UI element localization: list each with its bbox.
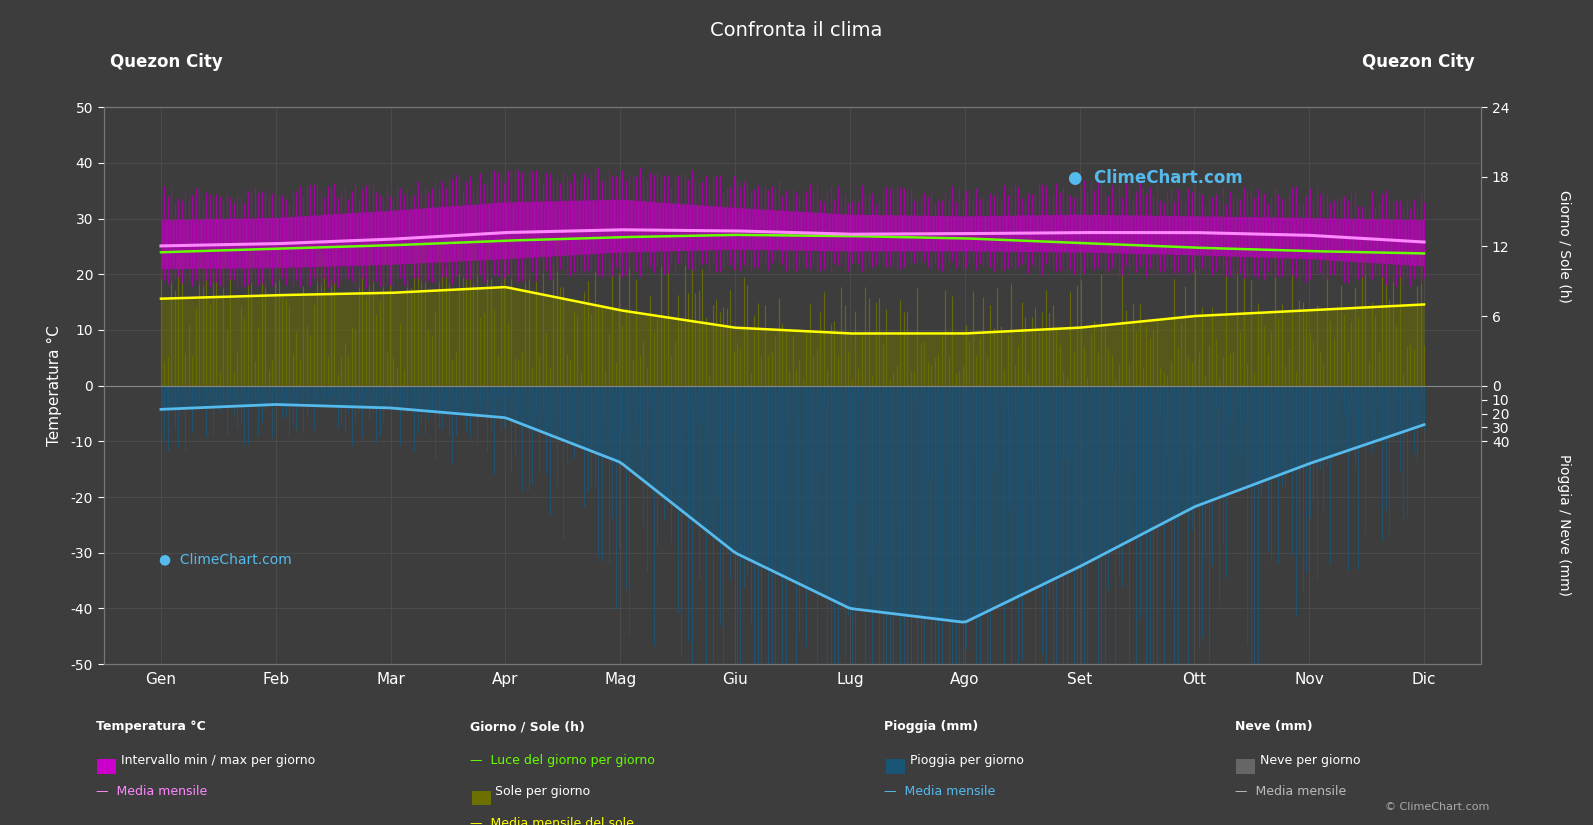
Text: —  Media mensile: — Media mensile	[884, 785, 996, 799]
Text: Pioggia (mm): Pioggia (mm)	[884, 720, 978, 733]
Text: Temperatura °C: Temperatura °C	[96, 720, 205, 733]
Text: —  Luce del giorno per giorno: — Luce del giorno per giorno	[470, 754, 655, 767]
Text: Confronta il clima: Confronta il clima	[710, 21, 883, 40]
Text: © ClimeChart.com: © ClimeChart.com	[1384, 802, 1489, 812]
Text: —  Media mensile del sole: — Media mensile del sole	[470, 817, 634, 825]
Text: Sole per giorno: Sole per giorno	[495, 785, 591, 799]
Text: Giorno / Sole (h): Giorno / Sole (h)	[1558, 190, 1571, 303]
Text: ●  ClimeChart.com: ● ClimeChart.com	[1067, 168, 1243, 186]
Text: Neve per giorno: Neve per giorno	[1260, 754, 1360, 767]
Text: Pioggia per giorno: Pioggia per giorno	[910, 754, 1023, 767]
Text: —  Media mensile: — Media mensile	[1235, 785, 1346, 799]
Text: Giorno / Sole (h): Giorno / Sole (h)	[470, 720, 585, 733]
Text: Intervallo min / max per giorno: Intervallo min / max per giorno	[121, 754, 315, 767]
Text: Pioggia / Neve (mm): Pioggia / Neve (mm)	[1558, 454, 1571, 596]
Text: —  Media mensile: — Media mensile	[96, 785, 207, 799]
Text: Quezon City: Quezon City	[110, 53, 223, 71]
Text: ●  ClimeChart.com: ● ClimeChart.com	[159, 553, 292, 567]
Text: Neve (mm): Neve (mm)	[1235, 720, 1313, 733]
Text: Quezon City: Quezon City	[1362, 53, 1475, 71]
Y-axis label: Temperatura °C: Temperatura °C	[48, 325, 62, 446]
